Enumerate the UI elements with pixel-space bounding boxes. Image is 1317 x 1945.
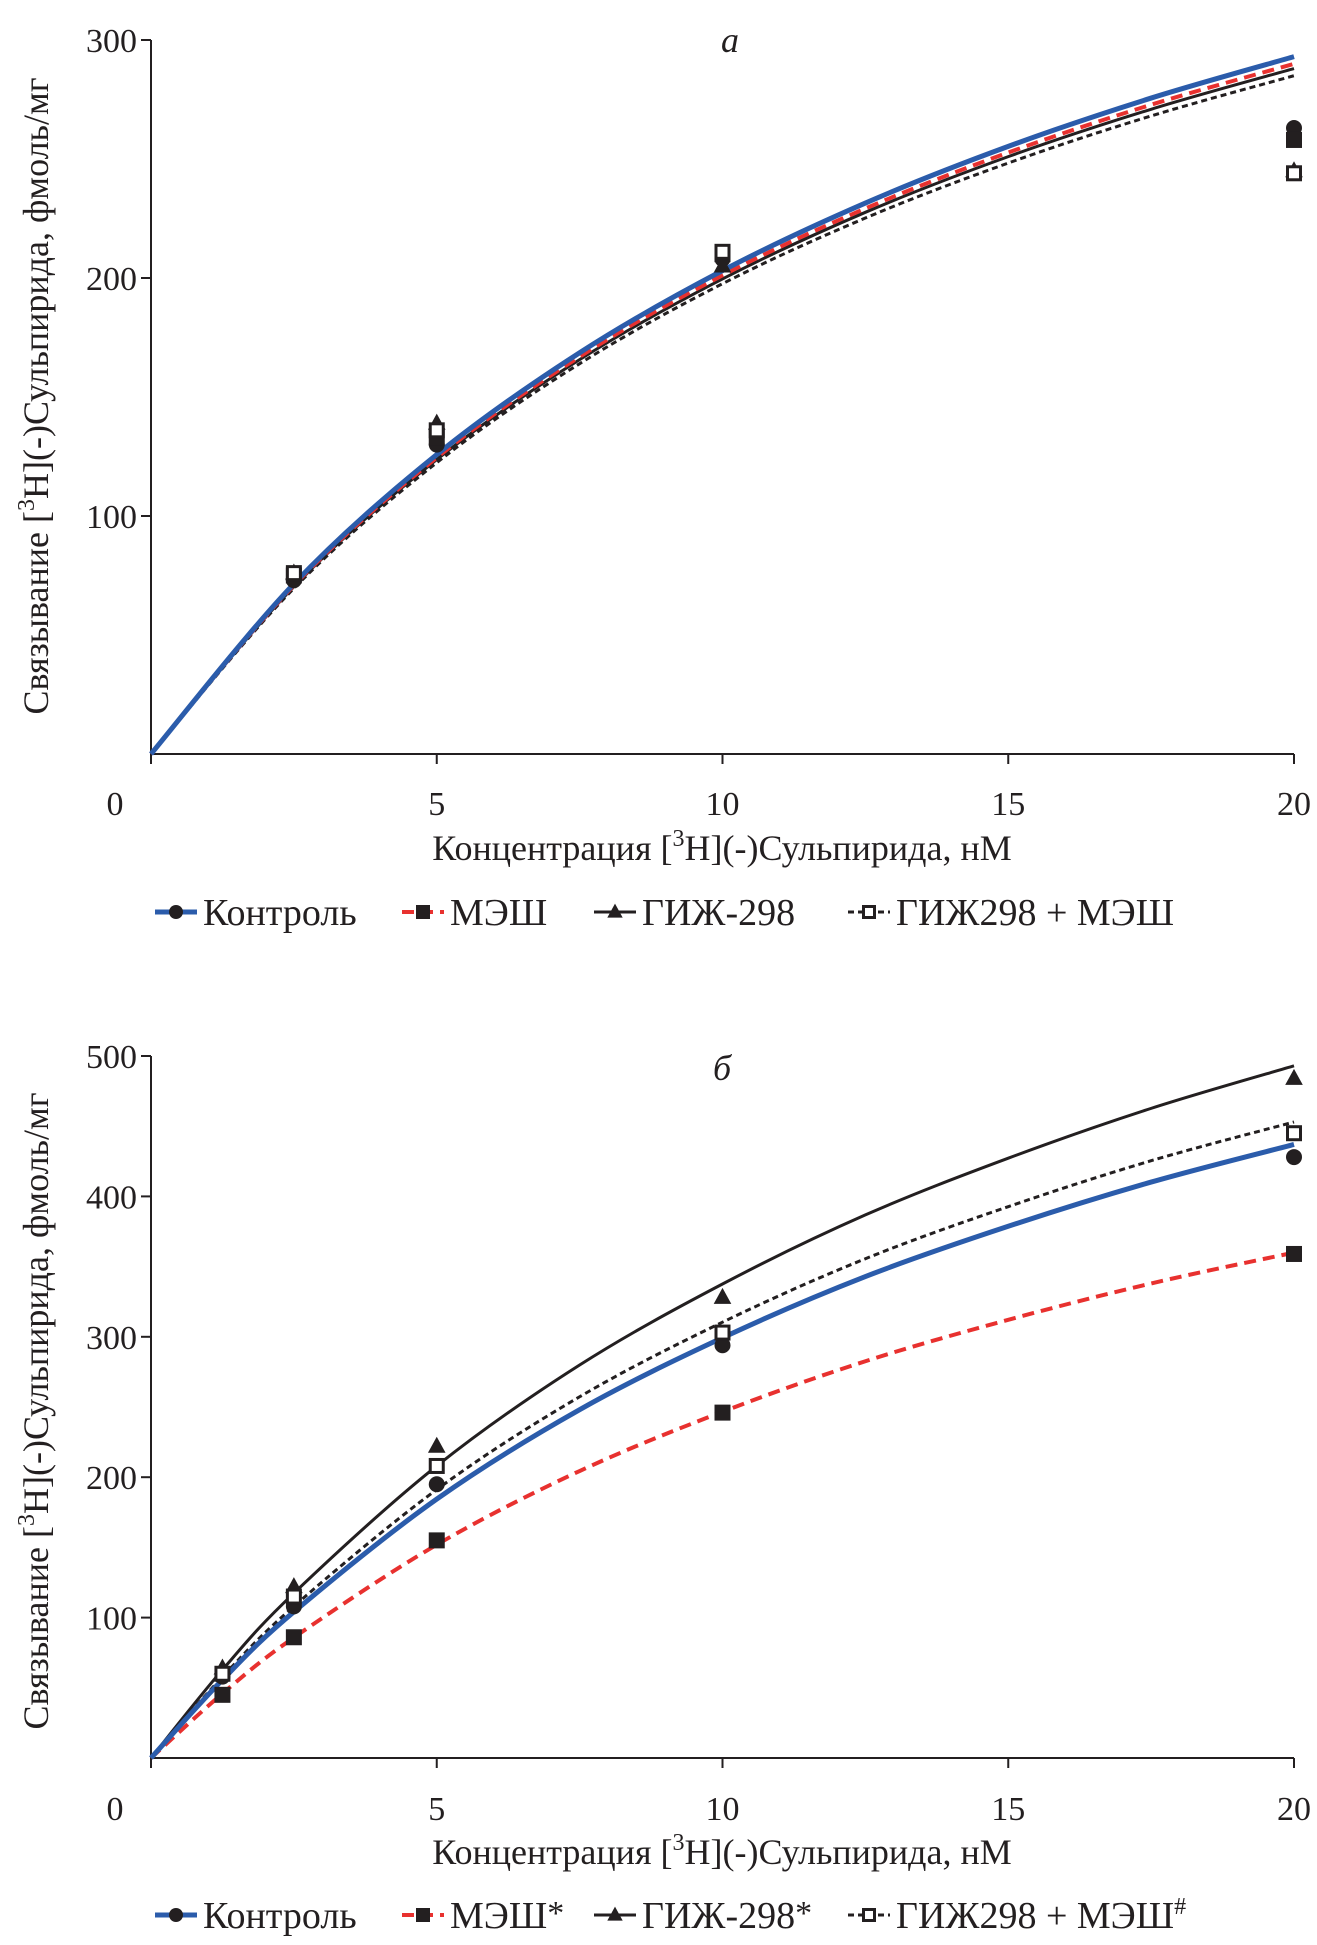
data-point-gizh_mesh: [285, 565, 302, 582]
legend-label: МЭШ*: [450, 1895, 564, 1937]
legend-marker-control: [169, 905, 183, 919]
data-point-mesh: [428, 1532, 445, 1549]
legend-marker-mesh: [416, 1908, 430, 1922]
fit-curve-mesh: [149, 1250, 1295, 1760]
x-tick-label: 10: [706, 1791, 740, 1828]
legend-marker-gizh_mesh: [862, 1908, 876, 1922]
y-tick-label: 100: [86, 499, 137, 536]
y-tick-label: 200: [86, 1460, 137, 1497]
fit-curve-gizh_mesh: [149, 1120, 1295, 1759]
legend-label: Контроль: [203, 1895, 357, 1937]
data-point-gizh_mesh: [428, 422, 445, 439]
legend-item-gizh: ГИЖ-298: [594, 892, 795, 934]
y-tick-label: 300: [86, 23, 137, 60]
legend-label: МЭШ: [450, 892, 547, 934]
fit-curve-mesh: [149, 61, 1295, 756]
data-point-control: [428, 1476, 445, 1493]
legend-item-mesh: МЭШ*: [402, 1895, 564, 1937]
x-tick-label: 15: [991, 1791, 1025, 1828]
y-tick-label: 200: [86, 261, 137, 298]
x-tick-label: 5: [428, 1791, 445, 1828]
data-point-gizh: [713, 1287, 732, 1304]
legend-item-gizh_mesh: ГИЖ298 + МЭШ#: [848, 1894, 1186, 1937]
data-point-gizh_mesh: [1286, 1125, 1302, 1142]
x-axis-label: Концентрация [3H](-)Сульпирида, нМ: [432, 1830, 1011, 1872]
data-point-control: [714, 1337, 731, 1354]
chart-panel-b: б Концентрация [3H](-)Сульпирида, нМ Свя…: [14, 1039, 1311, 1937]
data-point-gizh_mesh: [214, 1665, 231, 1682]
x-tick-label: 15: [991, 786, 1025, 823]
panel-label: б: [713, 1048, 733, 1088]
x-tick-label: 0: [107, 786, 124, 823]
data-point-gizh_mesh: [428, 1457, 445, 1474]
legend-label: ГИЖ-298: [642, 892, 795, 934]
legend-item-control: Контроль: [155, 1895, 357, 1937]
chart-panel-a: a Концентрация [3H](-)Сульпирида, нМ Свя…: [14, 20, 1311, 934]
data-point-mesh: [1286, 1245, 1302, 1262]
y-tick-label: 100: [86, 1601, 137, 1638]
legend-marker-control: [169, 1908, 183, 1922]
y-tick-label: 300: [86, 1320, 137, 1357]
data-point-gizh_mesh: [714, 243, 731, 260]
legend-marker-gizh: [607, 1906, 623, 1921]
data-point-control: [1286, 1149, 1302, 1166]
data-point-gizh_mesh: [714, 1324, 731, 1341]
legend-marker-gizh: [607, 903, 623, 918]
data-point-gizh: [1285, 1068, 1303, 1085]
data-point-mesh: [1286, 131, 1302, 148]
panel-label: a: [721, 20, 739, 60]
fit-curve-gizh: [149, 1064, 1295, 1759]
data-point-gizh_mesh: [285, 1588, 302, 1605]
legend-label: ГИЖ298 + МЭШ: [896, 892, 1174, 934]
legend-label: Контроль: [203, 892, 357, 934]
fit-curve-control: [149, 1142, 1295, 1760]
legend-item-mesh: МЭШ: [402, 892, 547, 934]
data-point-gizh_mesh: [1286, 165, 1302, 182]
y-tick-label: 400: [86, 1179, 137, 1216]
data-point-mesh: [714, 1404, 731, 1421]
legend-item-gizh_mesh: ГИЖ298 + МЭШ: [848, 892, 1174, 934]
y-axis-label: Связывание [3H](-)Сульпирида, фмоль/мг: [14, 1092, 56, 1729]
y-tick-label: 500: [86, 1039, 137, 1076]
legend-item-gizh: ГИЖ-298*: [594, 1895, 812, 1937]
legend-label: ГИЖ-298*: [642, 1895, 812, 1937]
fit-curve-control: [149, 54, 1295, 756]
fit-curve-gizh_mesh: [149, 74, 1295, 755]
legend-marker-mesh: [416, 905, 430, 919]
legend-item-control: Контроль: [155, 892, 357, 934]
x-tick-label: 5: [428, 786, 445, 823]
data-point-mesh: [285, 1629, 302, 1646]
x-tick-label: 20: [1277, 1791, 1311, 1828]
x-axis-label: Концентрация [3H](-)Сульпирида, нМ: [432, 826, 1011, 868]
y-axis-label: Связывание [3H](-)Сульпирида, фмоль/мг: [14, 77, 56, 714]
legend-label: ГИЖ298 + МЭШ#: [896, 1894, 1186, 1937]
data-point-gizh: [713, 256, 732, 273]
data-point-mesh: [214, 1686, 231, 1703]
x-tick-label: 0: [107, 1791, 124, 1828]
x-tick-label: 20: [1277, 786, 1311, 823]
fit-curve-gizh: [149, 67, 1295, 755]
x-tick-label: 10: [706, 786, 740, 823]
legend-marker-gizh_mesh: [862, 905, 876, 919]
data-point-gizh: [427, 1436, 446, 1453]
